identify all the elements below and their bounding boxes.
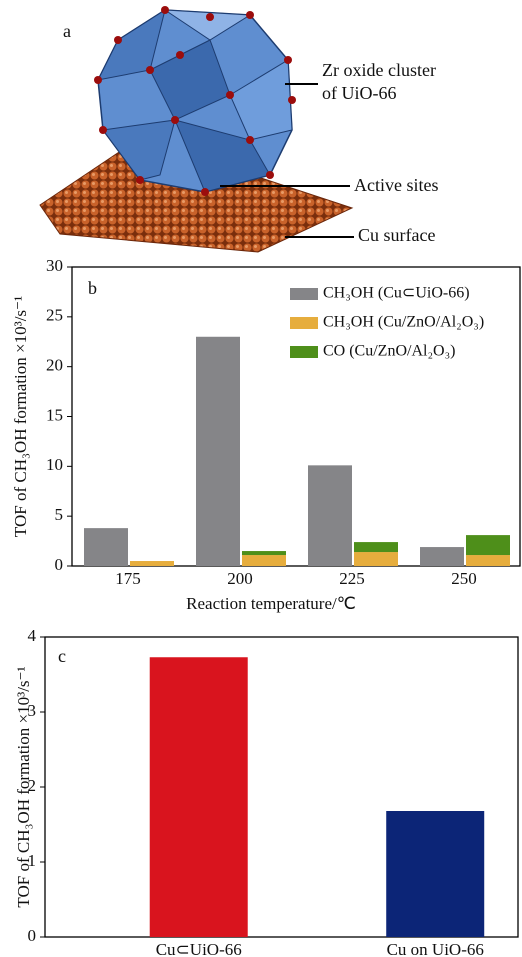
- y-tick-label: 4: [28, 626, 37, 645]
- panel-label: b: [88, 278, 97, 298]
- legend-label: CO (Cu/ZnO/Al₂O₃): [323, 343, 455, 360]
- legend-label: CH₃OH (Cu⊂UiO-66): [323, 285, 470, 302]
- y-axis-label: TOF of CH₃OH formation ×10³/s⁻¹: [14, 666, 33, 907]
- y-tick-label: 3: [28, 701, 37, 720]
- x-tick-label: Cu⊂UiO-66: [156, 940, 242, 957]
- x-tick-label: 250: [451, 569, 477, 588]
- bar: [308, 465, 352, 566]
- bar: [242, 555, 286, 566]
- y-tick-label: 15: [46, 405, 63, 424]
- bar: [149, 657, 248, 937]
- bar: [84, 528, 128, 566]
- bar: [466, 555, 510, 566]
- plot-frame: [71, 266, 521, 567]
- bar: [242, 551, 286, 556]
- y-tick-label: 0: [28, 926, 37, 945]
- legend-label: CH₃OH (Cu/ZnO/Al₂O₃): [323, 314, 484, 331]
- y-tick-label: 2: [28, 776, 37, 795]
- y-tick-label: 30: [46, 256, 63, 275]
- bar: [354, 542, 398, 553]
- bar: [130, 561, 174, 566]
- annotation: of UiO-66: [322, 83, 397, 103]
- annotation: Active sites: [354, 175, 438, 195]
- x-tick-label: 175: [115, 569, 141, 588]
- panel-label: a: [63, 21, 71, 41]
- bar: [354, 552, 398, 566]
- bar: [196, 336, 240, 566]
- illustration: [39, 6, 354, 253]
- legend-swatch: [290, 317, 318, 329]
- annotation: Cu surface: [358, 225, 435, 245]
- y-tick-label: 1: [28, 851, 37, 870]
- legend-swatch: [290, 288, 318, 300]
- x-axis-label: Reaction temperature/℃: [186, 594, 356, 613]
- y-tick-label: 20: [46, 356, 63, 375]
- x-tick-label: 225: [339, 569, 365, 588]
- annotation: Zr oxide cluster: [322, 60, 436, 80]
- y-axis-label: TOF of CH₃OH formation ×10³/s⁻¹: [11, 296, 30, 537]
- y-tick-label: 25: [46, 306, 63, 325]
- y-tick-label: 5: [55, 505, 64, 524]
- bar: [466, 535, 510, 556]
- panel-label: c: [58, 646, 66, 666]
- x-tick-label: 200: [227, 569, 253, 588]
- y-tick-label: 0: [55, 555, 64, 574]
- legend-swatch: [290, 346, 318, 358]
- y-tick-label: 10: [46, 455, 63, 474]
- bar: [386, 811, 485, 937]
- bar: [420, 547, 464, 566]
- x-tick-label: Cu on UiO-66: [387, 940, 484, 957]
